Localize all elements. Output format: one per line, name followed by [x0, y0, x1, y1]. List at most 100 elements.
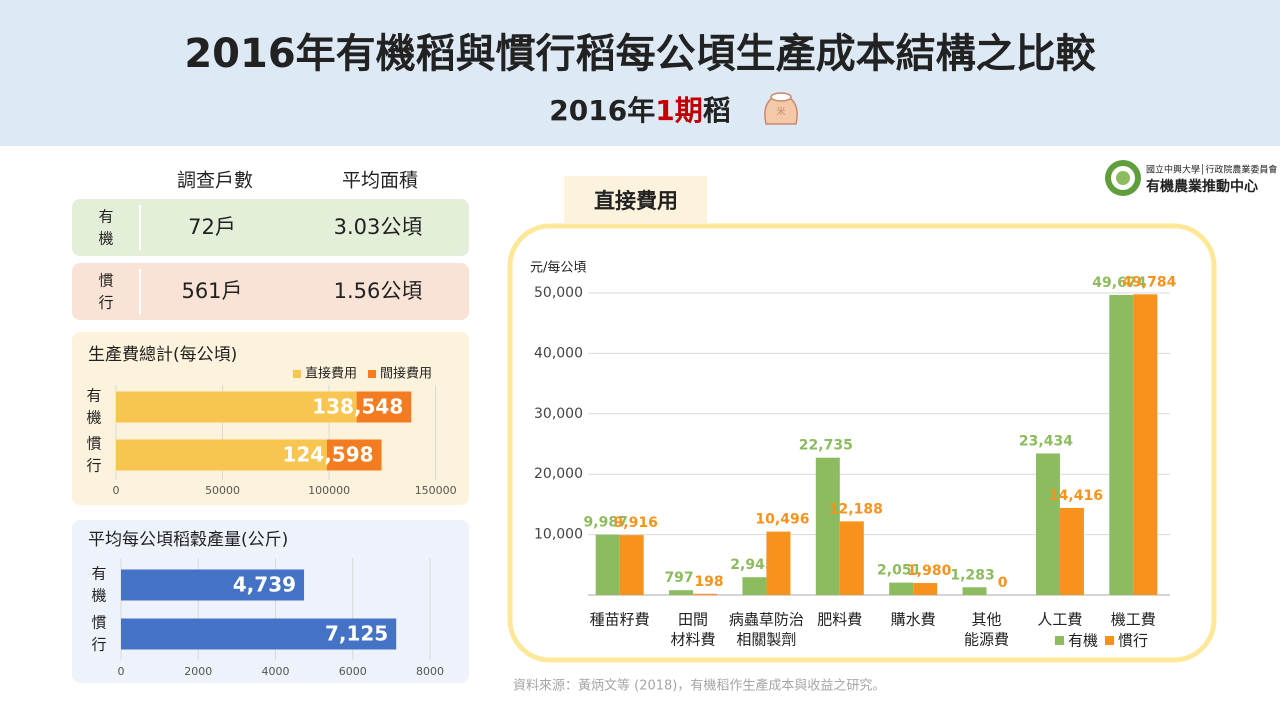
bar — [619, 535, 644, 595]
bar — [889, 582, 914, 595]
legend-label: 慣行 — [1118, 632, 1148, 650]
x-tick-label: 8000 — [416, 665, 444, 678]
page-title: 2016年有機稻與慣行稻每公頃生產成本結構之比較 — [184, 31, 1096, 77]
bar — [693, 593, 718, 595]
value-label: 9,987 — [584, 515, 628, 531]
x-tick-label: 人工費 — [1037, 611, 1082, 629]
x-tick-label: 0 — [118, 665, 125, 678]
column-header: 調查戶數 — [177, 170, 253, 192]
value-label: 9,916 — [614, 515, 658, 531]
total-label: 124,598 — [282, 443, 373, 467]
value-label: 797 — [664, 570, 693, 586]
row-label: 有機 — [98, 207, 114, 247]
value-label: 4,739 — [233, 573, 296, 597]
y-tick-label: 慣行 — [86, 434, 102, 474]
value-label: 49,784 — [1122, 274, 1176, 290]
bar — [742, 577, 767, 595]
value-label: 2,945 — [730, 557, 774, 573]
bar — [121, 569, 305, 601]
chart-title: 直接費用 — [594, 189, 678, 213]
value-label: 49,674 — [1092, 275, 1146, 291]
subtitle-part: 1期 — [655, 94, 702, 127]
value-label: 7,125 — [325, 622, 388, 646]
x-tick-label: 種苗籽費 — [590, 611, 650, 629]
chart-title: 平均每公頃稻穀產量(公斤) — [88, 530, 288, 550]
y-tick-label: 慣行 — [91, 613, 107, 653]
x-tick-label: 0 — [113, 484, 120, 497]
x-tick-label: 100000 — [308, 484, 350, 497]
x-tick-label: 購水費 — [891, 611, 936, 629]
bar — [595, 534, 620, 595]
bar — [1109, 294, 1134, 595]
bar-segment — [326, 439, 382, 471]
subtitle: 2016年1期稻 — [549, 94, 730, 127]
legend-swatch — [368, 370, 376, 378]
y-tick-label: 20,000 — [534, 466, 583, 482]
tab-bg — [564, 176, 707, 224]
x-tick-label: 相關製劑 — [736, 631, 796, 649]
total-label: 138,548 — [312, 395, 403, 419]
value-label: 1,283 — [950, 567, 994, 583]
bar — [962, 587, 987, 595]
bar — [1133, 294, 1158, 595]
subtitle-part: 2016年 — [549, 94, 655, 127]
subtitle-part: 稻 — [703, 94, 731, 127]
svg-text:米: 米 — [776, 106, 785, 118]
logo-name: 有機農業推動中心 — [1146, 178, 1258, 195]
bar — [1035, 453, 1060, 595]
chart-title: 生產費總計(每公頃) — [88, 345, 237, 365]
row-label: 慣行 — [98, 271, 114, 311]
y-tick-label: 30,000 — [534, 406, 583, 422]
bar-segment — [116, 439, 327, 471]
value-label: 23,434 — [1019, 433, 1073, 449]
logo-org: 國立中興大學│行政院農業委員會 — [1146, 164, 1277, 176]
x-tick-label: 6000 — [339, 665, 367, 678]
bar — [669, 590, 694, 595]
bar — [121, 618, 397, 650]
bar-segment — [116, 391, 357, 423]
legend-label: 直接費用 — [305, 366, 357, 382]
value-label: 1,980 — [907, 563, 952, 579]
legend-label: 有機 — [1068, 632, 1098, 650]
y-tick-label: 10,000 — [534, 527, 583, 543]
value-label: 10,496 — [755, 512, 809, 528]
value-label: 198 — [694, 574, 723, 590]
x-tick-label: 50000 — [205, 484, 240, 497]
x-tick-label: 病蟲草防治 — [729, 611, 804, 629]
x-tick-label: 其他 — [972, 611, 1002, 629]
x-tick-label: 能源費 — [964, 631, 1009, 649]
bar — [815, 457, 840, 595]
x-tick-label: 材料費 — [671, 631, 716, 649]
bar-segment — [356, 391, 412, 423]
logo: 國立中興大學│行政院農業委員會 有機農業推動中心 — [1105, 160, 1277, 196]
survey-count: 72戶 — [188, 215, 236, 239]
y-tick-label: 40,000 — [534, 345, 583, 361]
survey-area: 3.03公頃 — [334, 215, 423, 239]
legend-label: 間接費用 — [380, 366, 432, 382]
x-tick-label: 田間 — [678, 611, 708, 629]
y-tick-label: 有機 — [86, 386, 102, 426]
survey-count: 561戶 — [181, 279, 242, 303]
value-label: 12,188 — [829, 501, 883, 517]
x-tick-label: 機工費 — [1111, 611, 1156, 629]
survey-area: 1.56公頃 — [334, 279, 423, 303]
y-axis-title: 元/每公頃 — [530, 260, 586, 276]
survey-row-bg — [72, 199, 469, 256]
source: 資料來源：黃炳文等 (2018)，有機稻作生產成本與收益之研究。 — [513, 678, 885, 694]
value-label: 22,735 — [799, 438, 853, 454]
x-tick-label: 2000 — [184, 665, 212, 678]
legend-swatch — [1055, 636, 1064, 645]
bar — [839, 521, 864, 595]
value-label: 2,051 — [877, 563, 921, 579]
legend-swatch — [293, 370, 301, 378]
y-tick-label: 50,000 — [534, 285, 583, 301]
x-tick-label: 4000 — [262, 665, 290, 678]
bar — [913, 583, 938, 595]
column-header: 平均面積 — [342, 170, 418, 192]
bar — [766, 531, 791, 595]
y-tick-label: 有機 — [91, 564, 107, 604]
bar — [1059, 507, 1084, 595]
header-bg — [0, 0, 1280, 146]
